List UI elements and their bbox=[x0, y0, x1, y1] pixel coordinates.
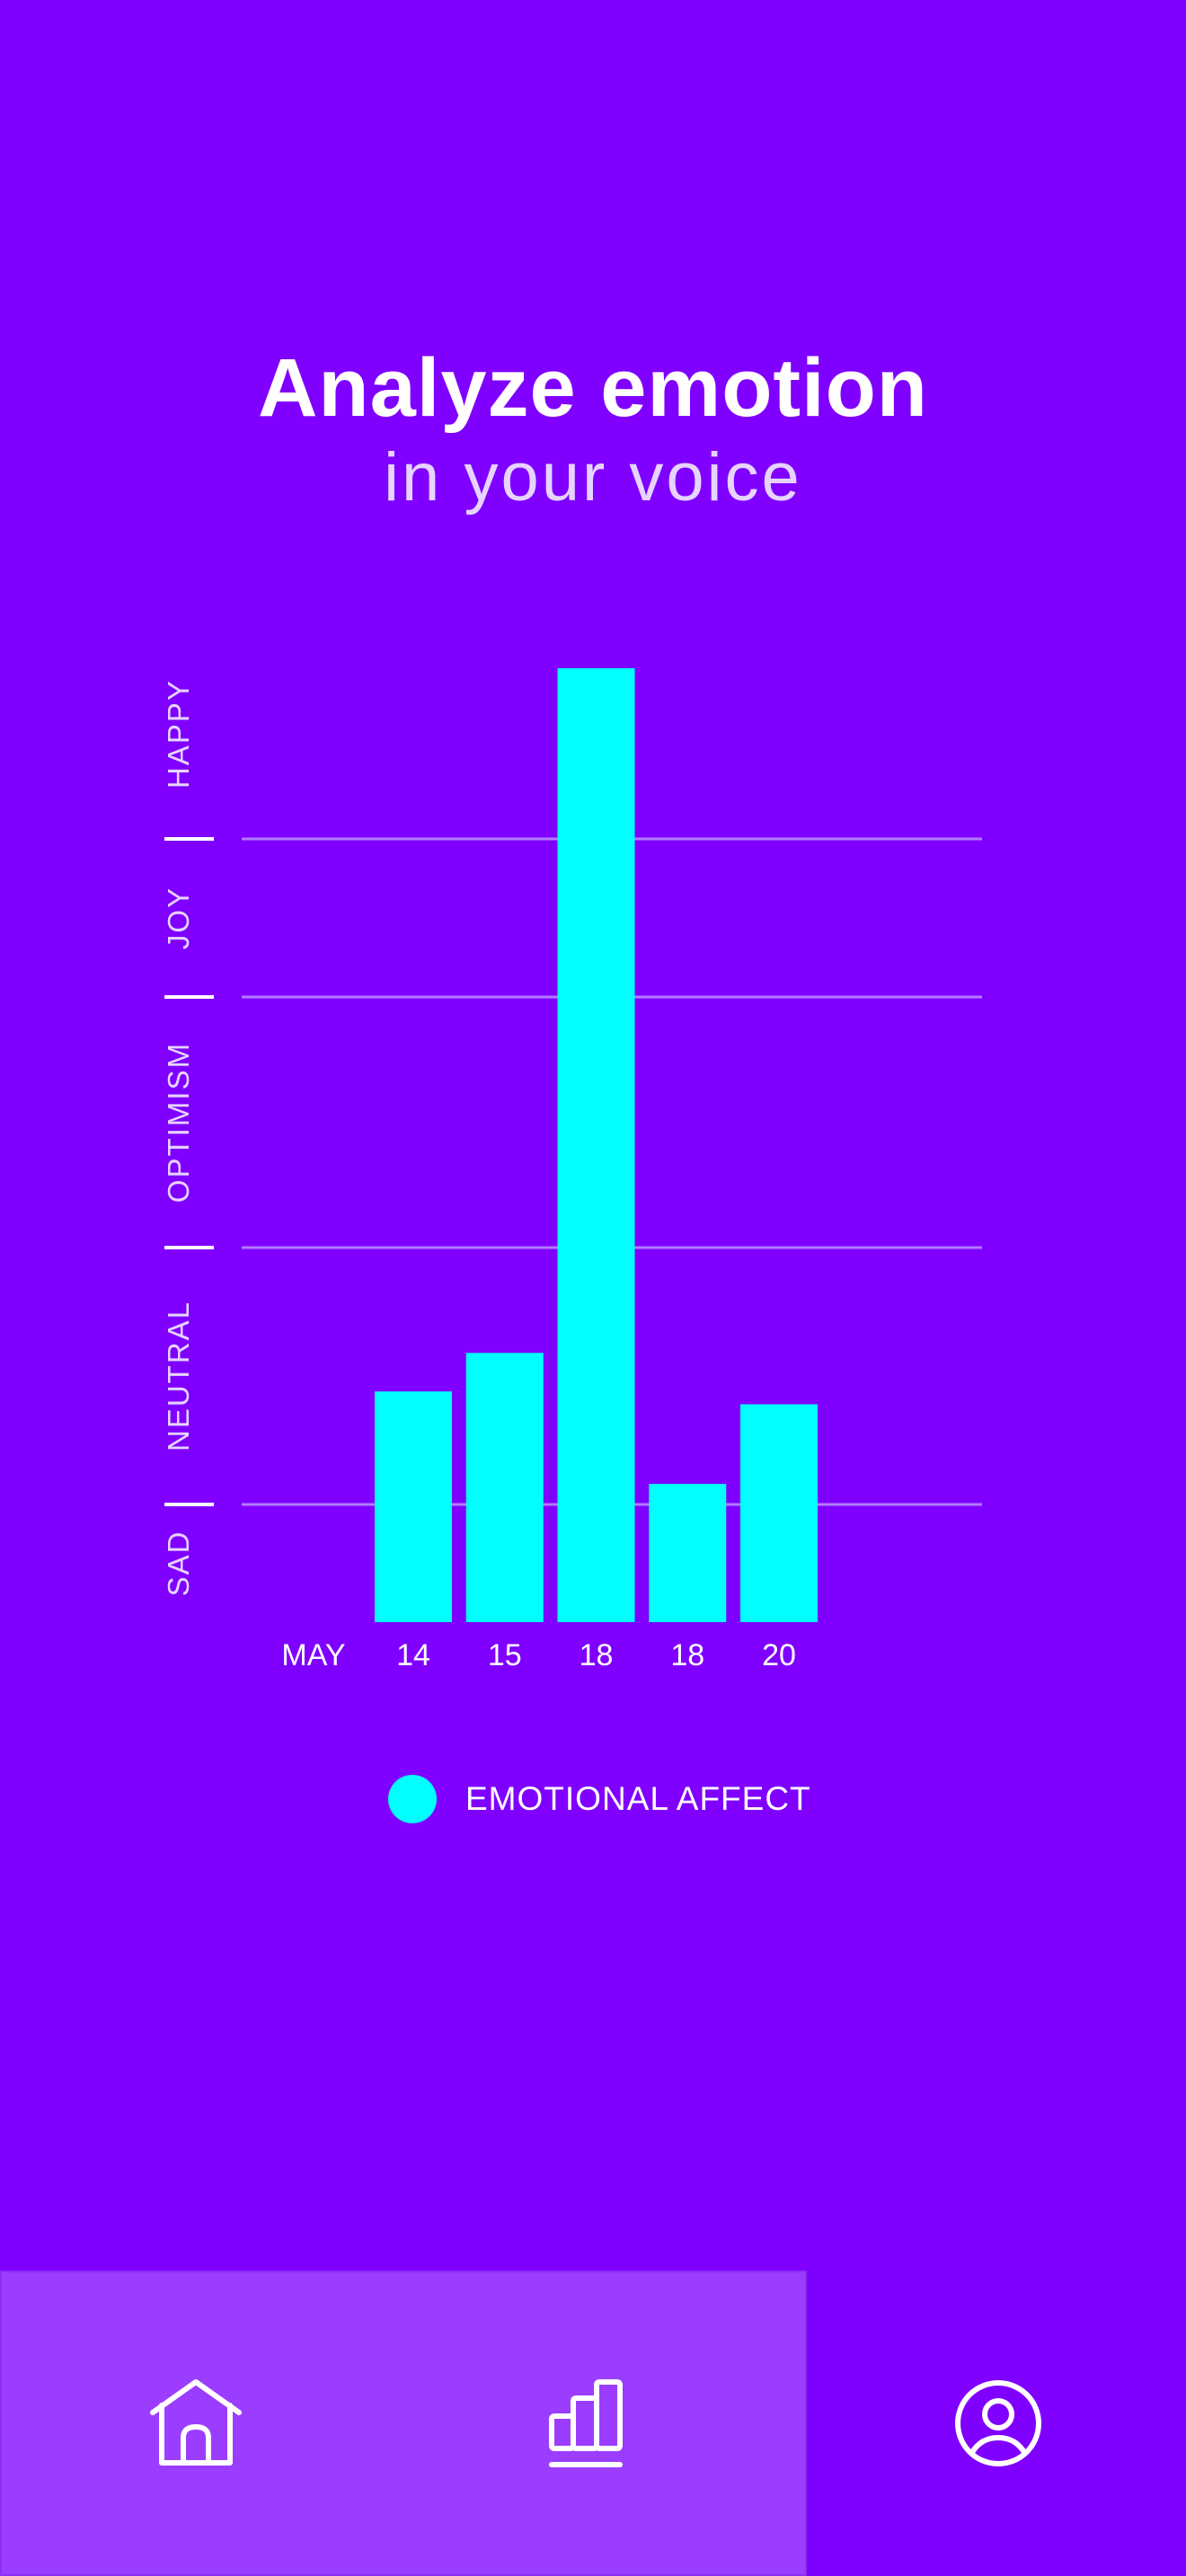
chart-legend: EMOTIONAL AFFECT bbox=[388, 1775, 811, 1823]
legend-label: EMOTIONAL AFFECT bbox=[465, 1780, 811, 1817]
x-axis-label: 20 bbox=[762, 1638, 796, 1672]
x-axis-label: 15 bbox=[488, 1638, 522, 1672]
bottom-nav bbox=[0, 2271, 1186, 2576]
y-axis-label: JOY bbox=[162, 887, 195, 949]
nav-highlight bbox=[0, 2271, 807, 2576]
page-title: Analyze emotion bbox=[257, 342, 928, 434]
y-axis-label: SAD bbox=[162, 1531, 195, 1597]
x-axis-month-label: MAY bbox=[281, 1638, 345, 1672]
bar bbox=[557, 668, 635, 1622]
user-circle-icon bbox=[955, 2380, 1041, 2466]
nav-stats-button[interactable] bbox=[539, 2369, 647, 2477]
y-axis-label: NEUTRAL bbox=[162, 1301, 195, 1451]
home-icon bbox=[150, 2379, 242, 2466]
bar bbox=[465, 1353, 544, 1622]
bar bbox=[375, 1391, 452, 1622]
x-axis-label: 18 bbox=[670, 1638, 704, 1672]
nav-home-button[interactable] bbox=[142, 2369, 250, 2477]
nav-profile-button[interactable] bbox=[944, 2369, 1052, 2477]
bar bbox=[649, 1484, 727, 1622]
x-axis-label: 18 bbox=[580, 1638, 614, 1672]
y-axis-label: HAPPY bbox=[162, 679, 195, 789]
bar-chart-icon bbox=[549, 2379, 623, 2467]
bar bbox=[740, 1404, 818, 1622]
page-subtitle: in your voice bbox=[384, 439, 802, 516]
x-axis-label: 14 bbox=[396, 1638, 430, 1672]
legend-swatch bbox=[388, 1775, 437, 1823]
y-axis-label: OPTIMISM bbox=[162, 1042, 195, 1203]
